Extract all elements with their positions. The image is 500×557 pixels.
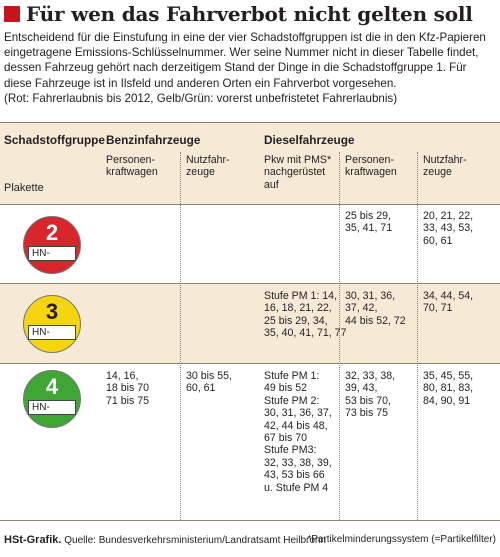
- header-diesel: Dieselfahrzeuge: [264, 133, 355, 147]
- plakette-plate: HN-: [28, 246, 76, 261]
- col-sep-2: [339, 152, 340, 520]
- row3-diesel-nfz: 34, 44, 54, 70, 71: [423, 290, 474, 315]
- credit: HSt-Grafik. Quelle: Bundesverkehrsminist…: [4, 534, 326, 546]
- title-marker: [4, 6, 20, 22]
- credit-source: Quelle: Bundesverkehrsministerium/Landra…: [61, 535, 327, 546]
- header-diesel-nfz: Nutzfahr- zeuge: [423, 154, 467, 179]
- plakette-plate: HN-: [28, 325, 76, 340]
- row2-diesel-nfz: 20, 21, 22, 33, 43, 53, 60, 61: [423, 210, 474, 247]
- col-sep-1: [180, 152, 181, 520]
- intro-text: Entscheidend für die Einstufung in eine …: [4, 31, 486, 90]
- row3-diesel-pms: Stufe PM 1: 14, 16, 18, 21, 22, 25 bis 2…: [264, 290, 347, 340]
- plakette-number: 2: [45, 220, 59, 245]
- row3-diesel-pkw: 30, 31, 36, 37, 42, 44 bis 52, 72: [345, 290, 406, 327]
- header-plakette: Plakette: [4, 182, 44, 194]
- row-rule-2: [0, 283, 500, 284]
- plakette-number: 3: [45, 299, 59, 324]
- row4-diesel-nfz: 35, 45, 55, 80, 81, 83, 84, 90, 91: [423, 370, 474, 407]
- row4-benzin-nfz: 30 bis 55, 60, 61: [186, 370, 232, 395]
- emission-table: Schadstoffgruppe Plakette Benzinfahrzeug…: [0, 122, 500, 520]
- header-diesel-pms: Pkw mit PMS* nachgerüstet auf: [264, 154, 332, 191]
- plakette-badge-2: 2 HN-: [23, 216, 81, 274]
- header-benzin-nfz: Nutzfahr- zeuge: [186, 154, 230, 179]
- row4-diesel-pms: Stufe PM 1: 49 bis 52 Stufe PM 2: 30, 31…: [264, 370, 332, 494]
- footnote: *Partikelminderungssystem (=Partikelfilt…: [307, 534, 496, 545]
- header-rule: [0, 204, 500, 205]
- table-header: [0, 122, 500, 204]
- table-top-rule: [0, 122, 500, 123]
- row2-diesel-pkw: 25 bis 29, 35, 41, 71: [345, 210, 393, 235]
- title-row: Für wen das Fahrverbot nicht gelten soll: [4, 2, 496, 26]
- footer: HSt-Grafik. Quelle: Bundesverkehrsminist…: [0, 520, 500, 557]
- row4-benzin-pkw: 14, 16, 18 bis 70 71 bis 75: [106, 370, 149, 407]
- plakette-plate: HN-: [28, 400, 76, 415]
- plakette-number: 4: [45, 374, 59, 399]
- header-diesel-pkw: Personen- kraftwagen: [345, 154, 397, 179]
- col-sep-3: [417, 152, 418, 520]
- row4-diesel-pkw: 32, 33, 38, 39, 43, 53 bis 70, 73 bis 75: [345, 370, 396, 420]
- header-group: Schadstoffgruppe: [4, 133, 105, 147]
- plakette-badge-3: 3 HN-: [23, 295, 81, 353]
- row-band-3: [0, 283, 500, 363]
- header-benzin: Benzinfahrzeuge: [106, 133, 201, 147]
- color-note: (Rot: Fahrerlaubnis bis 2012, Gelb/Grün:…: [4, 92, 398, 105]
- credit-label: HSt-Grafik.: [4, 534, 62, 546]
- page-title: Für wen das Fahrverbot nicht gelten soll: [26, 2, 473, 26]
- plakette-badge-4: 4 HN-: [23, 370, 81, 428]
- header-benzin-pkw: Personen- kraftwagen: [106, 154, 158, 179]
- row-rule-3: [0, 363, 500, 364]
